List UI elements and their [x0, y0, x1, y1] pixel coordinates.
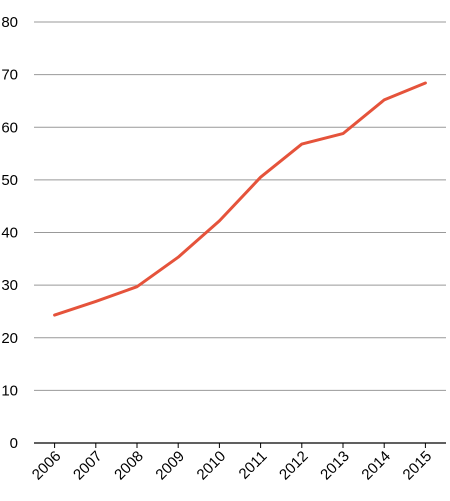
y-tick-label-10: 10	[1, 382, 18, 399]
x-tick-label-2015: 2015	[400, 448, 436, 484]
x-tick-label-2010: 2010	[194, 448, 230, 484]
y-tick-label-50: 50	[1, 172, 18, 189]
y-tick-label-40: 40	[1, 225, 18, 242]
series-layer	[53, 81, 427, 317]
y-tick-label-0: 0	[10, 435, 18, 452]
y-tick-label-60: 60	[1, 119, 18, 136]
y-tick-label-20: 20	[1, 330, 18, 347]
y-tick-label-70: 70	[1, 67, 18, 84]
x-tick-label-2011: 2011	[236, 448, 271, 483]
series-line-0	[53, 81, 427, 317]
x-tick-label-2006: 2006	[29, 448, 65, 484]
y-tick-label-30: 30	[1, 277, 18, 294]
x-tick-label-2014: 2014	[358, 448, 394, 484]
y-tick-label-80: 80	[1, 14, 18, 31]
grid-lines	[34, 21, 446, 444]
y-axis-ticks: 0 10 20 30 40 50 60 70 80	[1, 14, 18, 452]
x-tick-label-2007: 2007	[70, 448, 106, 484]
x-tick-label-2008: 2008	[111, 448, 147, 484]
x-tick-label-2013: 2013	[317, 448, 353, 484]
x-tick-label-2009: 2009	[152, 448, 188, 484]
x-tick-label-2012: 2012	[276, 448, 312, 484]
x-axis-ticks: 2006 2007 2008 2009 2010 2011 2012 2013 2014 2015	[29, 443, 435, 483]
